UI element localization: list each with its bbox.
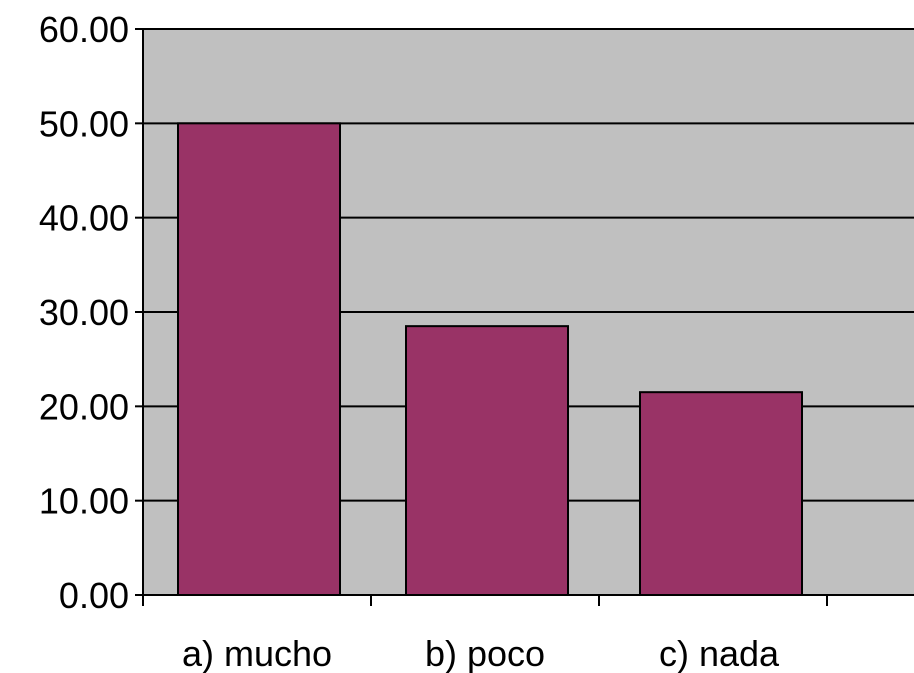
bars xyxy=(177,122,803,596)
x-tick-labels: a) mucho b) poco c) nada xyxy=(182,633,780,673)
bar-bpoco xyxy=(405,325,569,596)
y-tick-label: 10.00 xyxy=(39,481,129,522)
y-tick-label: 0.00 xyxy=(59,575,129,616)
bar-cnada xyxy=(639,391,803,596)
y-tick-label: 40.00 xyxy=(39,198,129,239)
y-tick-label: 20.00 xyxy=(39,386,129,427)
y-tick-label: 30.00 xyxy=(39,292,129,333)
x-category-label: c) nada xyxy=(659,633,780,673)
bar-amucho xyxy=(177,122,341,596)
y-tick-label: 60.00 xyxy=(39,9,129,50)
x-category-label: a) mucho xyxy=(182,633,332,673)
y-tick-labels: 0.00 10.00 20.00 30.00 40.00 50.00 60.00 xyxy=(39,9,129,616)
y-tick-label: 50.00 xyxy=(39,103,129,144)
axes xyxy=(135,28,914,606)
x-category-label: b) poco xyxy=(425,633,545,673)
